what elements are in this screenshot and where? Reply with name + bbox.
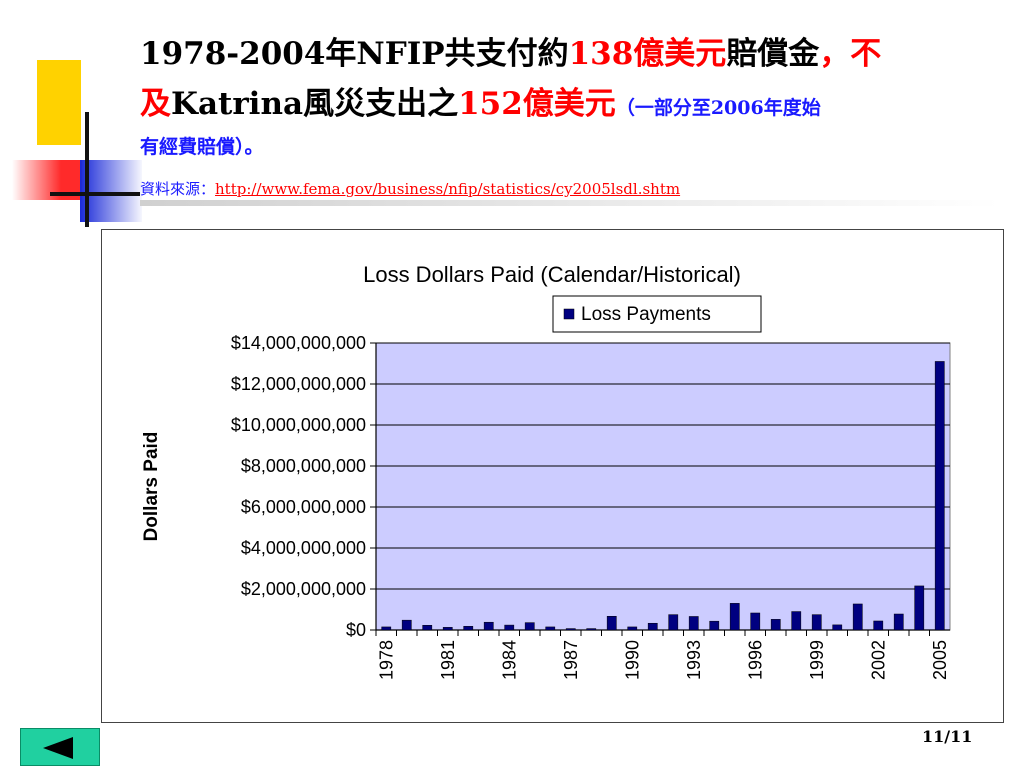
bar-1996 — [750, 612, 761, 631]
title-amount-152: 152億美元 — [458, 86, 616, 122]
title-note-end: 有經費賠償）。 — [140, 136, 264, 158]
x-tick-label: 1981 — [438, 640, 458, 680]
bar-1989 — [606, 616, 617, 631]
y-tick-label: $0 — [346, 620, 366, 640]
title-part-3: 賠償金 — [726, 36, 820, 72]
y-tick-label: $2,000,000,000 — [241, 579, 366, 599]
y-axis-label: Dollars Paid — [141, 432, 162, 542]
bar-1984 — [504, 624, 515, 631]
title-part-6: Katrina風災支出之 — [171, 86, 459, 122]
x-tick-label: 1984 — [499, 640, 519, 680]
bar-1979 — [401, 619, 412, 631]
source-line: 資料來源：http://www.fema.gov/business/nfip/s… — [140, 178, 680, 199]
title-part-1: 1978-2004年NFIP共支付約 — [140, 36, 569, 72]
title-part-4: ，不 — [819, 36, 882, 72]
bar-1978 — [381, 626, 392, 631]
bar-1999 — [811, 614, 822, 631]
bar-1994 — [709, 620, 720, 631]
bar-1987 — [565, 628, 576, 631]
bar-1986 — [545, 626, 556, 631]
x-tick-label: 1987 — [561, 640, 581, 680]
y-tick-label: $4,000,000,000 — [241, 538, 366, 558]
bar-1988 — [586, 628, 597, 631]
legend-label: Loss Payments — [581, 304, 711, 325]
back-button[interactable] — [20, 728, 100, 766]
decor-yellow-square — [37, 60, 81, 145]
bar-2003 — [893, 613, 904, 631]
header-rule — [140, 200, 1000, 206]
y-tick-label: $12,000,000,000 — [231, 374, 366, 394]
bar-1981 — [442, 627, 453, 631]
bar-1992 — [668, 614, 679, 631]
source-link[interactable]: http://www.fema.gov/business/nfip/statis… — [215, 180, 681, 198]
bar-1980 — [422, 625, 433, 631]
bar-2001 — [852, 603, 863, 631]
x-tick-label: 1993 — [684, 640, 704, 680]
x-tick-label: 1978 — [376, 640, 396, 680]
title-amount-138: 138億美元 — [568, 36, 727, 72]
x-tick-label: 2005 — [930, 640, 950, 680]
y-tick-label: $8,000,000,000 — [241, 456, 366, 476]
bar-2000 — [832, 624, 843, 631]
bar-1983 — [483, 621, 494, 631]
title-part-5: 及 — [140, 86, 171, 122]
bar-1997 — [770, 619, 781, 631]
x-tick-label: 2002 — [868, 640, 888, 680]
bar-2005 — [934, 361, 945, 631]
y-tick-label: $14,000,000,000 — [231, 333, 366, 353]
decor-horizontal-line — [50, 192, 140, 196]
legend-swatch — [563, 308, 575, 320]
plot-area — [375, 342, 951, 631]
bar-1982 — [463, 626, 474, 631]
decor-vertical-line — [85, 112, 89, 227]
chart-title: Loss Dollars Paid (Calendar/Historical) — [363, 262, 741, 287]
legend-box — [552, 295, 762, 333]
title-note: （一部分至2006年度始 — [615, 97, 821, 119]
bar-1998 — [791, 611, 802, 631]
bar-2002 — [873, 620, 884, 631]
bar-1990 — [627, 626, 638, 631]
decor-blue-square — [80, 160, 142, 222]
y-tick-label: $10,000,000,000 — [231, 415, 366, 435]
page-number: 11/11 — [922, 727, 973, 746]
x-tick-label: 1990 — [622, 640, 642, 680]
x-tick-label: 1996 — [745, 640, 765, 680]
bar-2004 — [914, 585, 925, 631]
bar-1991 — [647, 622, 658, 631]
loss-chart: Loss Dollars Paid (Calendar/Historical) L… — [141, 262, 951, 680]
x-tick-label: 1999 — [807, 640, 827, 680]
source-label: 資料來源： — [140, 180, 216, 198]
bar-1995 — [729, 603, 740, 631]
bar-1985 — [524, 622, 535, 631]
left-triangle-icon — [43, 737, 73, 759]
chart-frame: Loss Dollars Paid (Calendar/Historical) L… — [101, 229, 1004, 723]
y-tick-label: $6,000,000,000 — [241, 497, 366, 517]
bar-1993 — [688, 616, 699, 631]
